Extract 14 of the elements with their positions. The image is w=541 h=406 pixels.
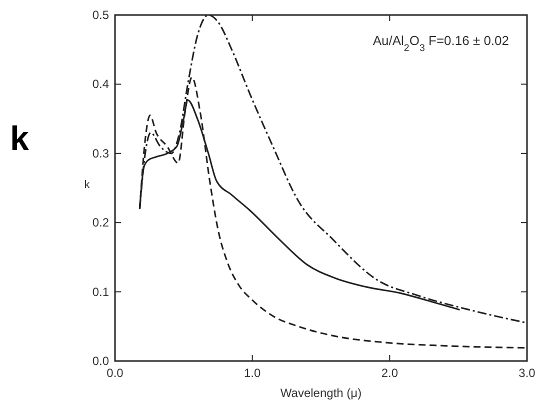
x-tick-label: 2.0 xyxy=(381,366,398,380)
y-tick-label: 0.4 xyxy=(92,77,110,92)
y-tick-label: 0.2 xyxy=(92,216,110,230)
x-axis-title: Wavelength (μ) xyxy=(280,386,362,400)
x-tick-label: 0.0 xyxy=(106,366,124,380)
y-tick-label: 0.3 xyxy=(92,146,110,160)
y-tick-label: 0.0 xyxy=(92,354,110,368)
y-tick-label: 0.5 xyxy=(92,8,110,22)
annotation: Au/Al$_{2}$O$_{3}$ F=0.16 ± 0.02 xyxy=(372,33,509,54)
x-tick-label: 1.0 xyxy=(244,366,261,380)
y-axis-title: k xyxy=(84,179,90,191)
text: k xyxy=(10,120,29,158)
x-tick-label: 3.0 xyxy=(518,366,536,380)
y-tick-label: 0.1 xyxy=(92,284,110,299)
